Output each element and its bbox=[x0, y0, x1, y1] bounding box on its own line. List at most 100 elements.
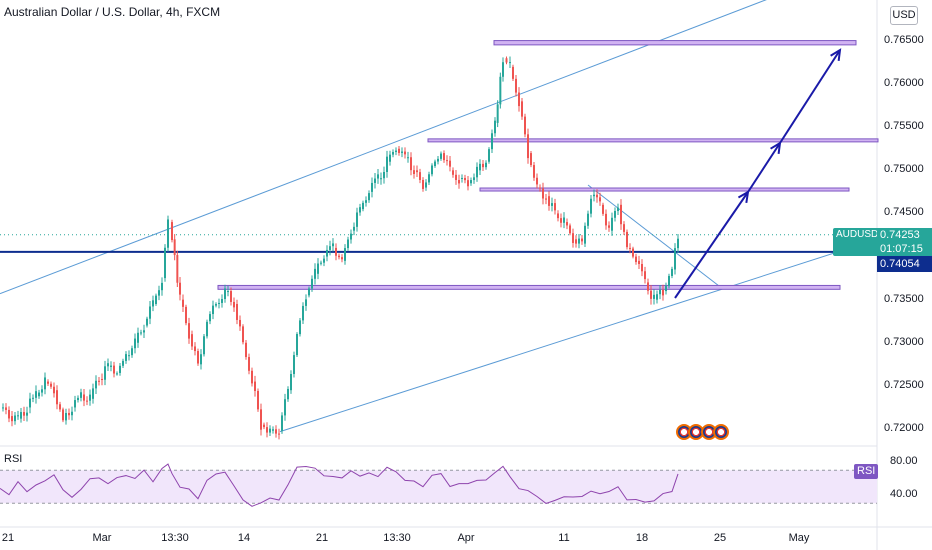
candle-body bbox=[113, 365, 115, 374]
candle-body bbox=[491, 133, 493, 150]
us-flag-event-icon[interactable] bbox=[713, 424, 730, 440]
candle-body bbox=[32, 397, 34, 399]
time-tick-label: May bbox=[788, 532, 810, 544]
last-price-badge: 0.74253 01:07:15 bbox=[877, 228, 932, 256]
candle-body bbox=[496, 104, 499, 123]
candle-body bbox=[311, 278, 313, 289]
resistance-zone-low[interactable] bbox=[479, 187, 850, 192]
channel-lower-line[interactable] bbox=[279, 247, 851, 433]
projection-arrow-1[interactable] bbox=[674, 191, 749, 299]
candle-body bbox=[110, 365, 112, 367]
candle-body bbox=[77, 397, 79, 401]
candle-body bbox=[233, 301, 235, 308]
candle-body bbox=[437, 158, 439, 162]
candle-body bbox=[380, 178, 382, 180]
time-tick-label: 13:30 bbox=[161, 532, 189, 544]
candle-body bbox=[473, 177, 475, 181]
candle-body bbox=[623, 224, 625, 232]
candle-body bbox=[362, 202, 364, 210]
candle-body bbox=[539, 187, 541, 189]
candle-body bbox=[512, 66, 514, 79]
candle-body bbox=[86, 400, 88, 402]
candle-body bbox=[407, 157, 409, 159]
candle-body bbox=[83, 394, 85, 401]
candle-body bbox=[353, 226, 355, 231]
candle-body bbox=[221, 299, 223, 303]
candle-body bbox=[614, 211, 616, 218]
candle-body bbox=[308, 288, 310, 296]
candle-body bbox=[171, 222, 173, 241]
candle-body bbox=[125, 354, 127, 361]
currency-button[interactable]: USD bbox=[890, 6, 918, 25]
candle-body bbox=[518, 92, 520, 107]
candle-body bbox=[371, 182, 373, 192]
support-zone[interactable] bbox=[217, 284, 841, 290]
candle-body bbox=[263, 424, 265, 428]
candle-body bbox=[5, 407, 7, 410]
price-tick-label: 0.73500 bbox=[884, 292, 924, 305]
symbol-label: AUDUSD bbox=[836, 229, 879, 240]
candle-body bbox=[509, 62, 511, 64]
candle-body bbox=[104, 366, 106, 380]
candle-body bbox=[533, 165, 535, 178]
descending-trendline[interactable] bbox=[587, 184, 721, 288]
candle-body bbox=[344, 248, 346, 261]
candle-body bbox=[11, 416, 13, 422]
candle-body bbox=[626, 231, 628, 248]
candle-body bbox=[59, 404, 61, 410]
candle-body bbox=[290, 374, 292, 391]
candle-body bbox=[422, 179, 424, 189]
candle-body bbox=[656, 294, 658, 300]
candle-body bbox=[50, 383, 52, 387]
candle-body bbox=[527, 134, 529, 159]
candle-body bbox=[47, 381, 49, 384]
candle-body bbox=[239, 319, 241, 327]
candle-body bbox=[479, 163, 481, 171]
candle-body bbox=[248, 357, 250, 371]
candle-body bbox=[629, 247, 631, 249]
candle-body bbox=[23, 412, 25, 416]
candle-body bbox=[419, 172, 421, 180]
time-tick-label: 14 bbox=[237, 532, 251, 544]
candle-body bbox=[200, 354, 202, 365]
candle-body bbox=[212, 305, 214, 315]
rsi-value-badge: RSI bbox=[854, 464, 879, 479]
candle-body bbox=[356, 212, 358, 227]
time-tick-label: 25 bbox=[713, 532, 727, 544]
candle-body bbox=[278, 433, 280, 435]
candle-body bbox=[182, 299, 184, 307]
price-tick-label: 0.75000 bbox=[884, 163, 924, 176]
candle-body bbox=[542, 188, 544, 199]
candle-body bbox=[8, 409, 10, 419]
resistance-zone-top[interactable] bbox=[493, 40, 857, 46]
candle-body bbox=[251, 370, 253, 384]
candle-body bbox=[26, 412, 28, 416]
candle-body bbox=[668, 275, 670, 287]
candle-body bbox=[368, 193, 370, 201]
candle-body bbox=[188, 323, 190, 339]
candle-body bbox=[101, 378, 103, 380]
candle-body bbox=[446, 160, 448, 162]
rsi-band bbox=[0, 470, 877, 504]
projection-arrow-2[interactable] bbox=[747, 142, 781, 193]
candle-body bbox=[68, 412, 70, 416]
candle-body bbox=[674, 248, 676, 270]
candle-body bbox=[92, 388, 94, 399]
candle-body bbox=[494, 120, 496, 134]
price-tick-label: 0.72000 bbox=[884, 422, 924, 434]
candle-body bbox=[392, 152, 394, 155]
candle-body bbox=[485, 162, 487, 168]
time-tick-label: Mar bbox=[92, 532, 112, 544]
candle-body bbox=[65, 412, 67, 421]
resistance-zone-mid[interactable] bbox=[427, 138, 879, 143]
candle-body bbox=[158, 290, 160, 296]
candle-body bbox=[173, 239, 176, 256]
rsi-line bbox=[0, 463, 679, 507]
projection-arrow-3[interactable] bbox=[779, 49, 841, 144]
candle-body bbox=[581, 238, 583, 242]
candle-body bbox=[431, 165, 433, 175]
candle-body bbox=[326, 249, 328, 257]
economic-events[interactable] bbox=[676, 424, 730, 442]
candle-body bbox=[401, 151, 403, 153]
